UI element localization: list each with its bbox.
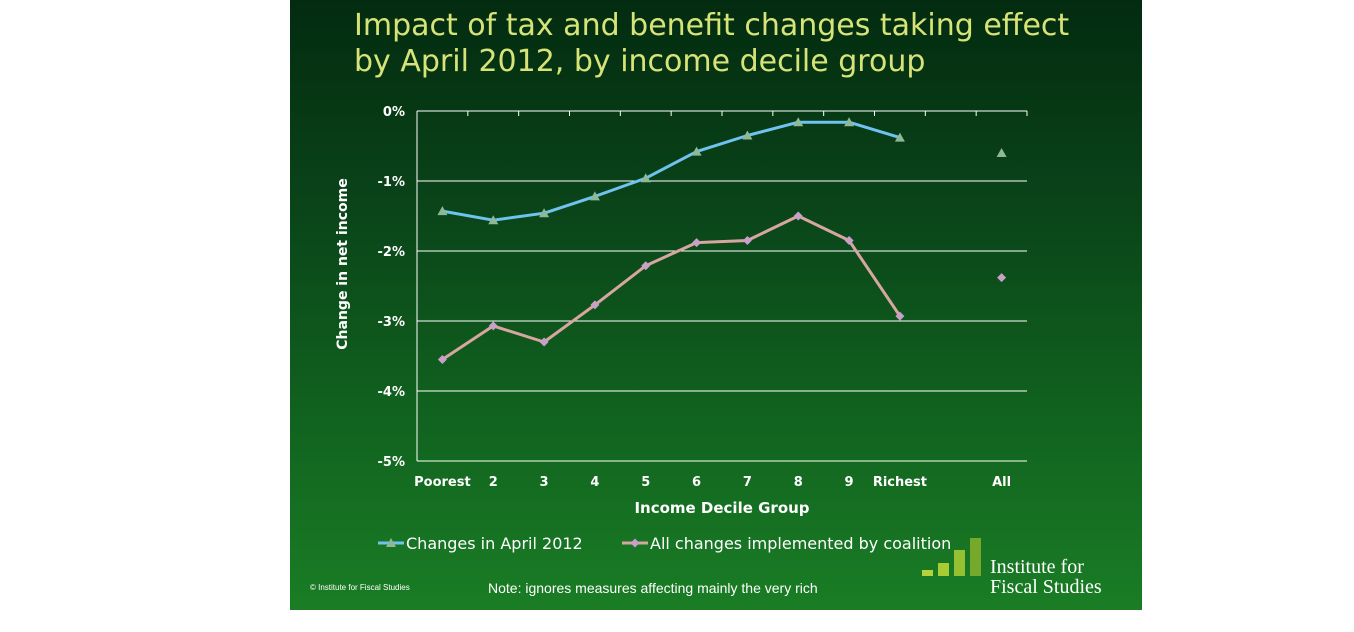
x-tick-label: 8 [794, 475, 803, 490]
series-2-marker [488, 321, 498, 331]
series-1-marker [386, 538, 396, 547]
copyright-text: © Institute for Fiscal Studies [310, 583, 410, 592]
y-axis-title: Change in net income [335, 178, 351, 349]
series-1-marker [488, 215, 499, 225]
series-1-marker [844, 117, 855, 127]
x-tick-label: 7 [743, 475, 752, 490]
y-tick-label: 0% [383, 105, 405, 120]
x-tick-label: Poorest [414, 475, 471, 490]
legend-label: Changes in April 2012 [406, 534, 583, 553]
series-2-marker [590, 300, 600, 310]
chart-canvas: 0% -1% -2% -3% -4% -5% Poorest 2 3 4 5 6 7 8 9 Richest A… [335, 105, 1028, 553]
series-1-line [442, 120, 901, 222]
x-tick-label: 2 [489, 475, 498, 490]
series-2-marker [742, 236, 752, 245]
y-tick-label: -2% [378, 245, 405, 260]
ifs-logo-bar [970, 538, 981, 576]
ifs-logo-line1: Institute for [990, 556, 1084, 578]
ifs-logo-bar [938, 563, 949, 576]
chart-slide: Impact of tax and benefit changes taking… [290, 0, 1142, 610]
y-tick-label: -3% [378, 315, 405, 330]
series-2-marker [793, 211, 803, 221]
series-1-marker [589, 191, 600, 201]
chart-title: Impact of tax and benefit changes taking… [354, 8, 1070, 79]
series-2-marker [630, 538, 640, 548]
series-1-marker [894, 132, 905, 142]
ifs-logo-line2: Fiscal Studies [990, 576, 1102, 598]
series-2-marker [997, 273, 1007, 283]
series-1-marker [539, 208, 550, 218]
ifs-logo-bar [922, 570, 933, 576]
series-2-line [441, 214, 902, 361]
ifs-logo-bar [954, 550, 965, 576]
y-tick-label: -4% [378, 385, 405, 400]
series-1-marker [996, 148, 1007, 157]
series-1-marker [640, 173, 651, 183]
series-1-marker [437, 206, 448, 216]
series-2-marker [437, 355, 447, 364]
series-2-marker [844, 236, 854, 245]
x-tick-label: All [992, 475, 1011, 490]
footnote: Note: ignores measures affecting mainly … [488, 580, 818, 596]
x-axis-title: Income Decile Group [634, 499, 809, 517]
series-2-marker [641, 261, 651, 271]
y-tick-label: -1% [378, 175, 405, 190]
series-1-marker [691, 146, 702, 156]
series-2-marker [895, 311, 905, 321]
legend-label: All changes implemented by coalition [650, 534, 951, 553]
x-tick-label: 9 [845, 475, 854, 490]
x-tick-label: 5 [641, 475, 650, 490]
series-1-marker [793, 117, 804, 127]
series-1-marker [742, 130, 753, 140]
y-tick-label: -5% [378, 455, 405, 470]
x-tick-label: Richest [873, 475, 927, 490]
ifs-logo-wordmark: Institute for Fiscal Studies [990, 557, 1102, 597]
x-tick-label: 6 [692, 475, 701, 490]
ifs-logo-icon [922, 536, 982, 576]
x-tick-label: 4 [590, 475, 599, 490]
series-2-marker [692, 238, 702, 248]
x-tick-label: 3 [540, 475, 549, 490]
